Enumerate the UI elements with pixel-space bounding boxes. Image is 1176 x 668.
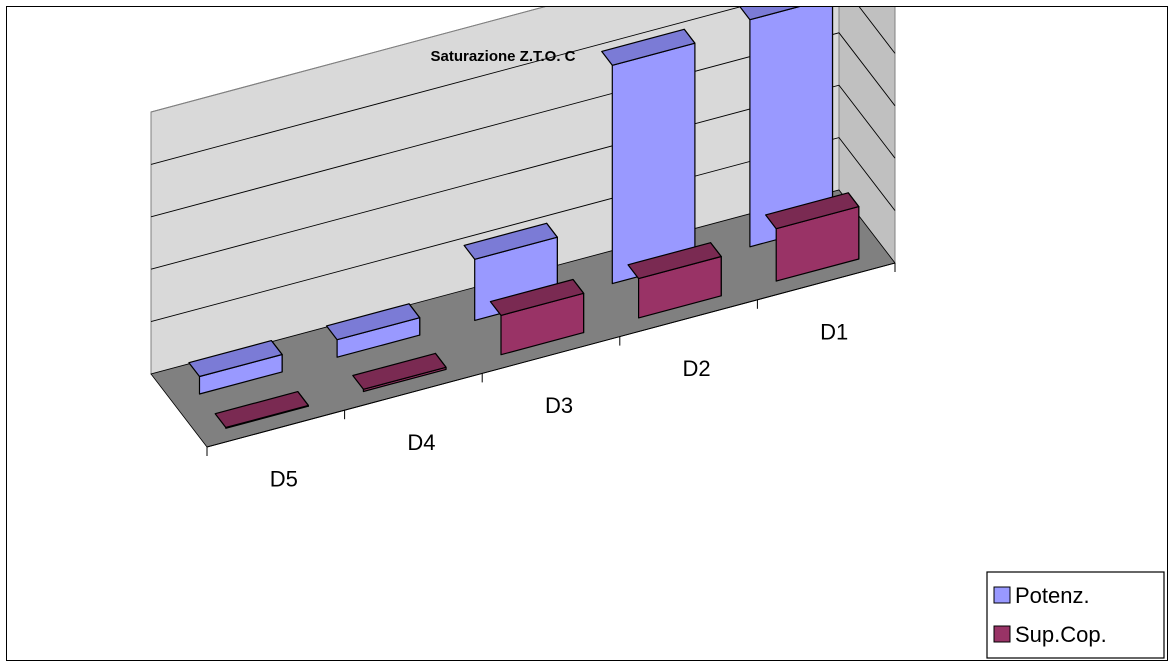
bar-supcop-D1 [764, 192, 860, 282]
category-axis-line [206, 262, 896, 448]
bar-potenz-D1 [739, 7, 834, 248]
gridline [150, 32, 896, 218]
bar-supcop-D2 [627, 242, 722, 319]
bars-layer [188, 7, 860, 429]
bar-top [764, 192, 860, 230]
bar-potenz-D4 [325, 303, 421, 358]
bar-top [489, 278, 585, 316]
chart-svg: D5 D4 D3 D2 D1 Saturazione Z.T.O. C Potenz. … [150, 7, 1165, 659]
bar-potenz-D5 [188, 340, 283, 395]
gridlines [150, 7, 896, 323]
bar-top [188, 340, 283, 378]
gridline [150, 137, 896, 323]
chart-frame: D5 D4 D3 D2 D1 Saturazione Z.T.O. C Potenz. … [6, 6, 1168, 661]
bar-supcop-D3 [489, 278, 585, 356]
category-label-D3: D3 [545, 393, 573, 418]
category-label-D1: D1 [820, 319, 848, 344]
legend-swatch-potenz [993, 586, 1011, 604]
gridline [150, 7, 896, 165]
chart-title: Saturazione Z.T.O. C [430, 48, 575, 65]
category-label-D4: D4 [407, 430, 435, 455]
bar-top [352, 352, 447, 390]
legend: Potenz. Sup.Cop. [986, 571, 1165, 659]
category-label-D5: D5 [270, 467, 298, 492]
bar-supcop-D5 [214, 391, 309, 429]
wall-top-edge [150, 7, 546, 113]
category-label-D2: D2 [683, 356, 711, 381]
legend-label-potenz: Potenz. [1015, 583, 1090, 608]
bar-top [627, 242, 722, 280]
legend-box [986, 571, 1165, 659]
gridline [150, 84, 896, 270]
bar-top [739, 7, 800, 21]
bar-top [325, 303, 421, 341]
legend-label-supcop: Sup.Cop. [1015, 622, 1107, 647]
bar-potenz-D2 [601, 28, 696, 285]
bar-top [214, 391, 309, 429]
bar-top [463, 222, 558, 260]
category-labels: D5 D4 D3 D2 D1 [270, 319, 849, 491]
bar-supcop-D4 [352, 352, 447, 393]
bar-front [611, 42, 696, 285]
legend-swatch-supcop [993, 625, 1011, 643]
bar-top [601, 28, 696, 66]
